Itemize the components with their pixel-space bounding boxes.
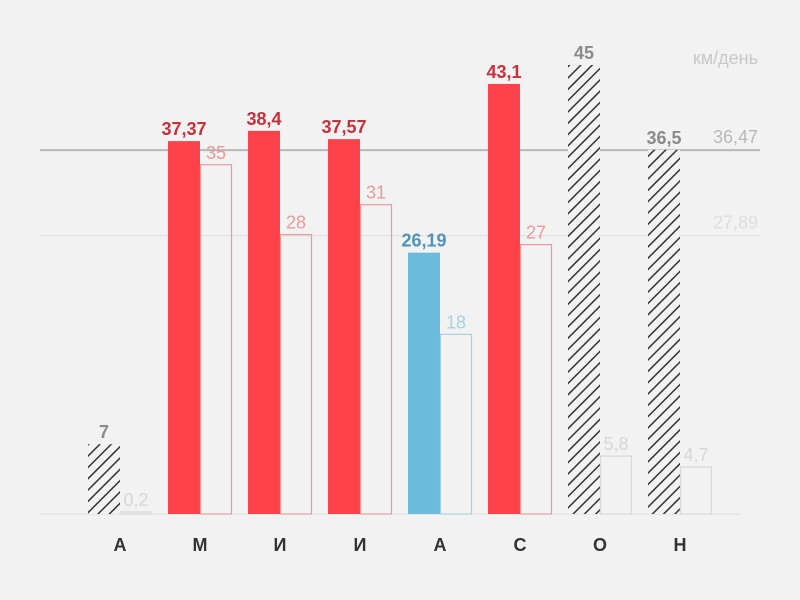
value-label: 36,5 — [646, 128, 681, 148]
bar — [568, 65, 600, 514]
unit-label: км/день — [693, 48, 758, 68]
bar — [279, 234, 313, 515]
value-label: 7 — [99, 422, 109, 442]
value-label: 35 — [206, 143, 226, 163]
value-label: 37,57 — [321, 117, 366, 137]
value-label: 26,19 — [401, 231, 446, 251]
reference-label: 36,47 — [713, 127, 758, 147]
bar — [679, 466, 713, 515]
x-tick-label: И — [274, 535, 287, 555]
value-label: 5,8 — [603, 434, 628, 454]
value-label: 43,1 — [486, 62, 521, 82]
reference-label: 27,89 — [713, 213, 758, 233]
x-tick-label: М — [193, 535, 208, 555]
x-tick-label: А — [114, 535, 127, 555]
value-label: 38,4 — [246, 109, 281, 129]
bar — [119, 511, 153, 515]
value-label: 0,2 — [123, 490, 148, 510]
value-label: 37,37 — [161, 119, 206, 139]
bar — [328, 139, 360, 514]
bar — [648, 149, 680, 515]
value-label: 27 — [526, 223, 546, 243]
value-label: 18 — [446, 312, 466, 332]
x-tick-label: О — [593, 535, 607, 555]
value-label: 28 — [286, 213, 306, 233]
bar — [439, 333, 473, 515]
x-tick-label: А — [434, 535, 447, 555]
bar — [488, 83, 520, 515]
x-tick-label: Н — [674, 535, 687, 555]
value-label: 4,7 — [683, 445, 708, 465]
bar — [519, 244, 553, 515]
bar — [168, 141, 200, 515]
bar — [599, 455, 633, 515]
value-label: 45 — [574, 43, 594, 63]
bar — [88, 444, 120, 514]
value-label: 31 — [366, 183, 386, 203]
x-tick-label: С — [514, 535, 527, 555]
bar — [359, 204, 393, 515]
x-tick-label: И — [354, 535, 367, 555]
bar — [248, 130, 280, 514]
bar — [199, 164, 233, 515]
bar — [408, 252, 440, 514]
